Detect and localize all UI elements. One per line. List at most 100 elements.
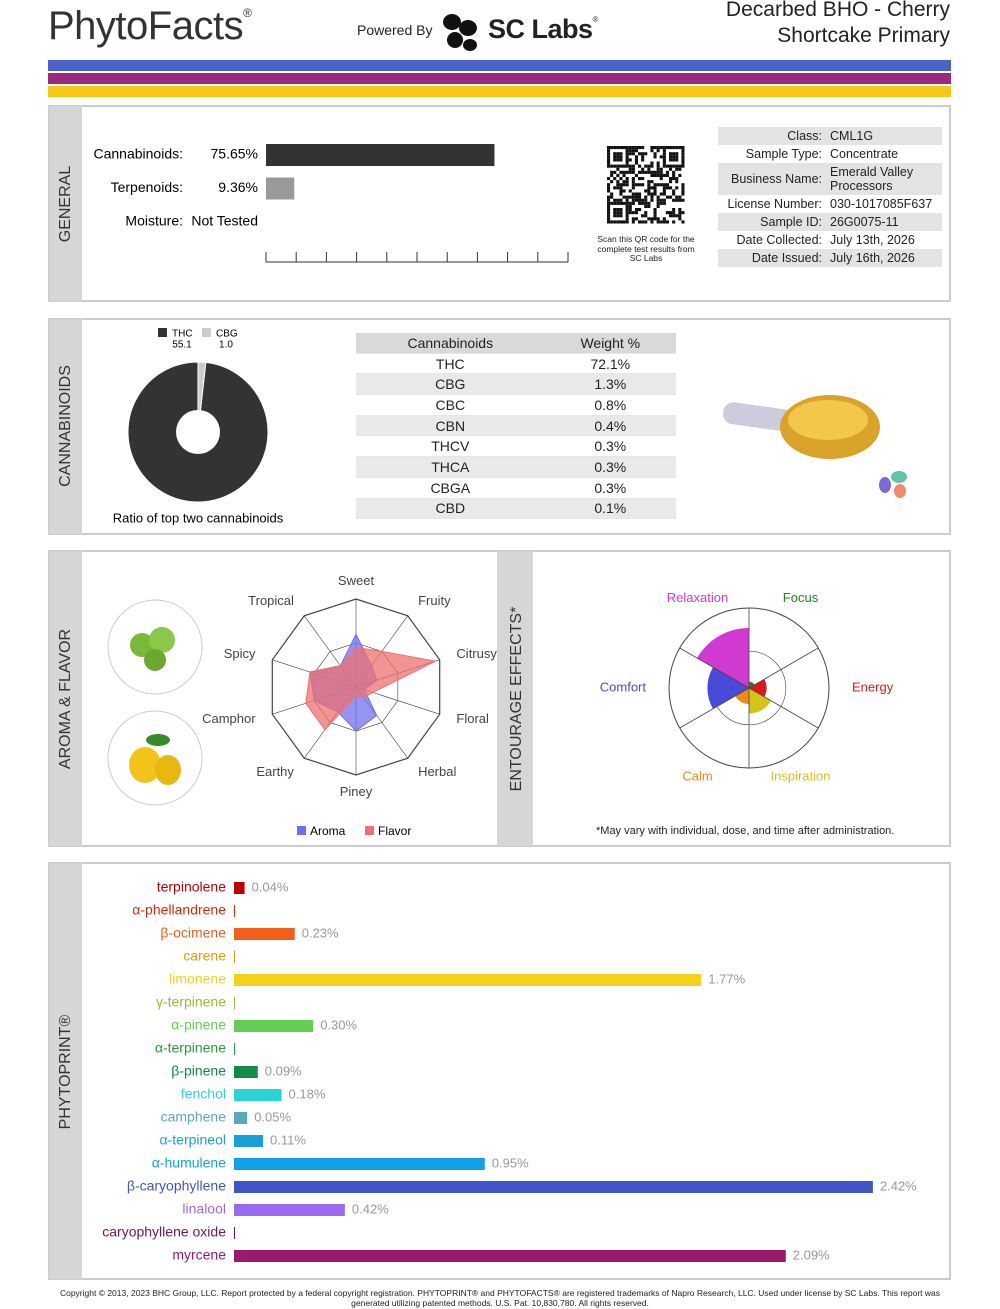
bar [234,974,702,986]
info-key: License Number: [727,197,823,211]
qr-cell [650,217,654,221]
bar [234,905,235,917]
qr-cell [650,195,654,199]
section-label: AROMA & FLAVOR [57,629,74,769]
qr-cell [631,211,635,215]
qr-cell [650,170,654,174]
qr-cell [607,204,611,208]
qr-cell [656,183,660,187]
qr-cell [638,152,642,156]
qr-cell [672,152,676,156]
qr-cell [638,146,642,150]
qr-cell [641,201,645,205]
axis-label: Floral [456,711,489,726]
side-strips [49,106,533,1279]
dot [894,484,906,498]
qr-cell [641,152,645,156]
qr-cell [607,158,611,162]
value-label: 0.95% [492,1155,529,1170]
qr-cell [669,164,673,168]
logo-mark: ® [243,6,252,20]
qr-cell [628,208,632,212]
qr-cell [628,149,632,153]
qr-cell [678,195,682,199]
polar-spoke [679,647,750,689]
qr-cell [613,214,617,218]
qr-cell [616,146,620,150]
qr-cell [662,164,666,168]
qr-cell [675,177,679,181]
qr-cell [662,155,666,159]
bar [234,1089,282,1101]
report-title: Decarbed BHO - Cherry Shortcake Primary [725,0,950,47]
qr-cell [628,195,632,199]
qr-cell [669,158,673,162]
qr-note: Scan this QR code for the complete test … [597,234,695,263]
polar-spoke [748,647,819,689]
qr-cell [647,186,651,190]
qr-cell [634,173,638,177]
bar [234,997,235,1009]
qr-cell [607,177,611,181]
qr-cell [634,195,638,199]
qr-cell [619,183,623,187]
qr-cell [631,146,635,150]
qr-cell [628,170,632,174]
qr-cell [656,217,660,221]
qr-cell [665,195,669,199]
qr-cell [619,158,623,162]
lab-icon [443,14,477,51]
table-cell: CBGA [356,477,545,499]
value-label: 0.11% [270,1132,306,1147]
qr-cell [634,161,638,165]
qr-cell [613,186,617,190]
qr-cell [653,170,657,174]
qr-cell [659,198,663,202]
qr-cell [681,186,685,190]
table-row: CBD 0.1% [356,498,676,520]
qr-cell [631,177,635,181]
qr-cell [638,183,642,187]
terpene-label: caryophyllene oxide [102,1224,226,1240]
strip [49,319,82,534]
qr-cell [644,211,648,215]
legend-label: Aroma [310,824,346,838]
qr-cell [607,201,611,205]
table-cell: THC [356,353,545,375]
qr-cell [634,158,638,162]
qr-cell [650,180,654,184]
terpene-label: β-caryophyllene [127,1178,226,1194]
qr-cell [607,155,611,159]
info-row: Date Issued: July 16th, 2026 [718,249,942,267]
bar [234,1020,314,1032]
qr-cell [638,170,642,174]
axis-label: Citrusy [456,646,497,661]
qr-cell [616,214,620,218]
qr-cell [613,146,617,150]
table-row: CBN 0.4% [356,415,676,437]
bar [234,951,235,963]
table-cell: CBG [356,373,545,396]
qr-cell [653,214,657,218]
qr-cell [659,192,663,196]
qr-cell [675,186,679,190]
qr-cell [675,198,679,202]
table-cell: CBC [356,394,545,416]
qr-cell [650,192,654,196]
qr-cell [625,180,629,184]
info-value: July 13th, 2026 [830,233,915,247]
bar [234,1204,345,1216]
qr-cell [669,180,673,184]
radar-area [305,646,438,731]
qr-cell [644,204,648,208]
terpene-label: limonene [169,971,226,987]
qr-cell [681,149,685,153]
strip [49,863,82,1279]
bar [234,1158,485,1170]
qr-cell [634,192,638,196]
qr-cell [631,192,635,196]
qr-cell [625,177,629,181]
hops [130,633,154,657]
qr-cell [607,208,611,212]
qr-cell [647,170,651,174]
